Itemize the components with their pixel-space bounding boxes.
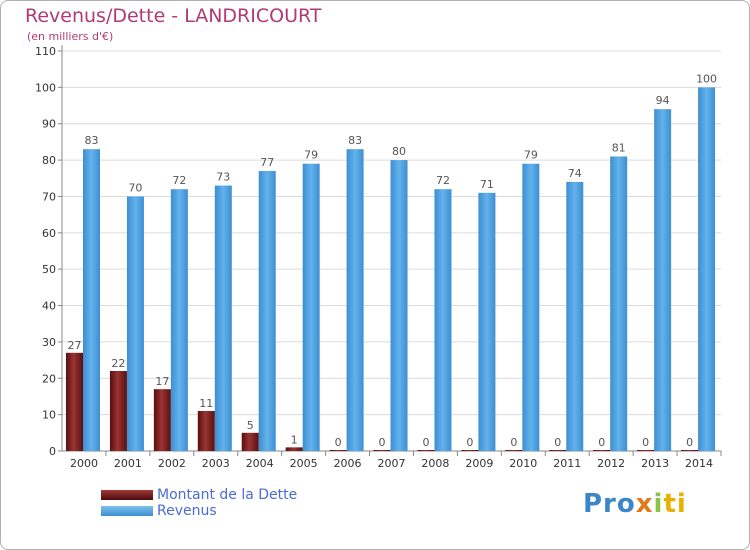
x-tick-label: 2012 (597, 457, 625, 470)
data-label-dette: 27 (68, 339, 82, 352)
bar-revenus (390, 160, 408, 451)
bar-dette (197, 411, 215, 451)
bar-dette (241, 432, 259, 451)
bar-revenus (654, 109, 672, 451)
legend-swatch-dette (101, 490, 153, 500)
y-tick-label: 100 (35, 81, 56, 94)
bar-revenus (258, 171, 276, 451)
legend-label-revenus: Revenus (157, 503, 217, 519)
legend-swatch-revenus (101, 506, 153, 516)
x-tick-label: 2005 (290, 457, 318, 470)
data-label-revenus: 72 (172, 174, 186, 187)
y-tick-label: 10 (42, 409, 56, 422)
legend-item-revenus: Revenus (101, 503, 361, 519)
y-tick-label: 40 (42, 300, 56, 313)
y-tick-label: 80 (42, 154, 56, 167)
bar-dette (66, 352, 83, 451)
bar-dette (153, 389, 171, 451)
y-tick-label: 0 (49, 445, 56, 458)
legend-item-dette: Montant de la Dette (101, 487, 361, 503)
chart-subtitle: (en milliers d'€) (27, 30, 114, 43)
x-tick-label: 2008 (421, 457, 449, 470)
data-label-dette: 5 (247, 419, 254, 432)
y-tick-label: 20 (42, 372, 56, 385)
data-label-revenus: 77 (260, 156, 274, 169)
data-label-dette: 0 (554, 436, 561, 449)
data-label-dette: 0 (642, 436, 649, 449)
x-tick-label: 2011 (553, 457, 581, 470)
bar-revenus (170, 189, 188, 451)
data-label-revenus: 70 (128, 181, 142, 194)
data-label-dette: 0 (379, 436, 386, 449)
data-label-dette: 0 (686, 436, 693, 449)
x-tick-label: 2014 (685, 457, 713, 470)
data-label-revenus: 79 (524, 149, 538, 162)
data-label-dette: 11 (199, 397, 213, 410)
data-label-dette: 1 (291, 433, 298, 446)
data-label-revenus: 94 (656, 94, 670, 107)
legend-label-dette: Montant de la Dette (157, 487, 298, 503)
bar-dette (461, 450, 479, 451)
bar-revenus (566, 181, 584, 451)
bar-revenus (522, 163, 540, 451)
data-label-revenus: 81 (612, 141, 626, 154)
data-label-revenus: 80 (392, 145, 406, 158)
bar-revenus (302, 163, 320, 451)
data-label-revenus: 100 (696, 72, 717, 85)
bar-dette (329, 450, 347, 451)
data-label-revenus: 79 (304, 149, 318, 162)
bar-dette (373, 450, 391, 451)
chart-title: Revenus/Dette - LANDRICOURT (25, 5, 322, 27)
data-label-revenus: 71 (480, 178, 494, 191)
bar-dette (681, 450, 699, 451)
x-tick-label: 2007 (378, 457, 406, 470)
x-tick-label: 2006 (334, 457, 362, 470)
proxiti-logo: Proxiti (583, 489, 687, 519)
data-label-dette: 0 (466, 436, 473, 449)
bar-revenus (346, 149, 364, 451)
bar-revenus (478, 192, 496, 451)
bar-dette (417, 450, 435, 451)
y-tick-label: 60 (42, 227, 56, 240)
bar-revenus (83, 149, 100, 451)
y-tick-label: 50 (42, 263, 56, 276)
x-tick-label: 2003 (202, 457, 230, 470)
bar-revenus (434, 189, 452, 451)
data-label-dette: 0 (335, 436, 342, 449)
data-label-revenus: 83 (85, 134, 99, 147)
x-tick-label: 2010 (509, 457, 537, 470)
data-label-dette: 0 (598, 436, 605, 449)
bar-revenus (214, 185, 232, 451)
bar-dette (285, 447, 303, 451)
x-tick-label: 2009 (465, 457, 493, 470)
bar-dette (109, 371, 127, 451)
data-label-revenus: 74 (568, 167, 582, 180)
x-tick-label: 2000 (70, 457, 98, 470)
bar-revenus (698, 87, 716, 451)
legend: Montant de la Dette Revenus (101, 487, 361, 519)
x-tick-label: 2013 (641, 457, 669, 470)
y-tick-label: 30 (42, 336, 56, 349)
bar-dette (593, 450, 611, 451)
x-tick-label: 2001 (114, 457, 142, 470)
bar-revenus (126, 196, 144, 451)
data-label-revenus: 83 (348, 134, 362, 147)
bar-dette (637, 450, 655, 451)
x-tick-label: 2004 (246, 457, 274, 470)
bar-revenus (610, 156, 628, 452)
y-tick-label: 90 (42, 118, 56, 131)
bar-dette (549, 450, 567, 451)
data-label-revenus: 73 (216, 171, 230, 184)
y-tick-label: 110 (35, 45, 56, 58)
data-label-dette: 17 (155, 375, 169, 388)
bar-dette (505, 450, 523, 451)
data-label-dette: 22 (111, 357, 125, 370)
y-tick-label: 70 (42, 190, 56, 203)
x-tick-label: 2002 (158, 457, 186, 470)
data-label-revenus: 72 (436, 174, 450, 187)
data-label-dette: 0 (422, 436, 429, 449)
data-label-dette: 0 (510, 436, 517, 449)
